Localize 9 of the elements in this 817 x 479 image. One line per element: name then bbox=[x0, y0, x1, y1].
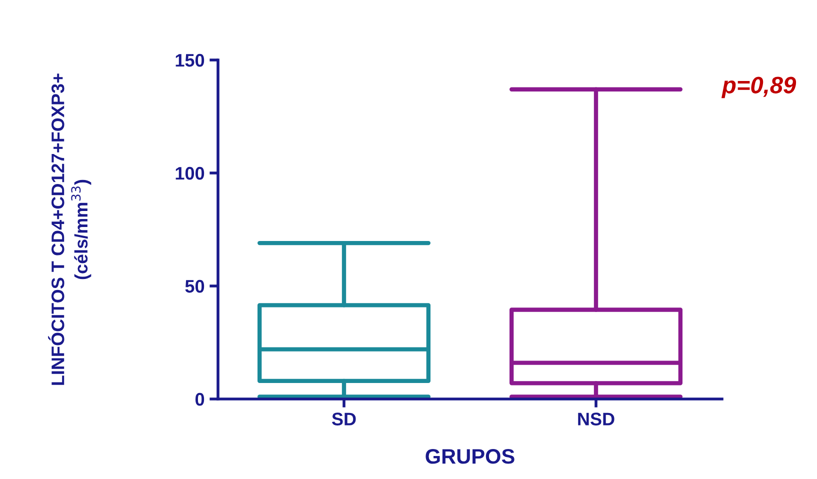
y-tick-label: 50 bbox=[185, 280, 204, 293]
y-tick-label: 150 bbox=[176, 54, 204, 67]
y-tick-label: 100 bbox=[176, 166, 204, 180]
x-axis-title: GRUPOS bbox=[426, 449, 514, 464]
y-axis-title: LINFÓCITOS T CD4+CD127+FOXP3+ (céls/mm$^{33}$) bbox=[48, 74, 92, 385]
x-tick-label: NSD bbox=[578, 412, 614, 426]
annotation: p=0,89 bbox=[721, 76, 796, 98]
y-tick-label: 0 bbox=[195, 392, 204, 406]
x-tick-label: SD bbox=[332, 412, 356, 426]
